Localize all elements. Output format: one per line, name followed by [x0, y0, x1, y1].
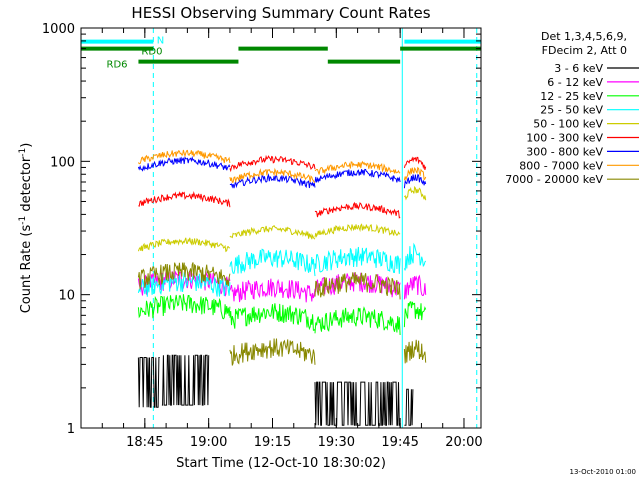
series-line — [403, 274, 427, 300]
series-line — [138, 191, 231, 208]
series-line — [403, 339, 427, 364]
series-line — [137, 294, 231, 320]
x-tick-label: 19:45 — [381, 435, 418, 450]
legend-label: 6 - 12 keV — [547, 76, 603, 89]
series-line — [403, 166, 427, 182]
legend-header: Det 1,3,4,5,6,9, — [541, 30, 627, 43]
axes: 1 10 100 1000 18:45 19:00 19:15 19:30 19:45 20:00 — [42, 22, 483, 450]
legend-label: 12 - 25 keV — [540, 90, 603, 103]
series-line — [314, 201, 401, 219]
series-line — [137, 149, 231, 165]
y-tick-label: 100 — [50, 155, 75, 170]
series-line — [161, 354, 210, 406]
series-line — [403, 174, 427, 189]
series-4 — [137, 185, 427, 253]
series-line — [229, 154, 316, 173]
legend-label: 300 - 800 keV — [526, 145, 603, 158]
series-line — [314, 272, 401, 300]
state-label: N — [157, 35, 164, 46]
series-line — [137, 155, 231, 172]
x-tick-label: 20:00 — [445, 435, 482, 450]
legend-label: 800 - 7000 keV — [519, 159, 603, 172]
y-tick-label: 10 — [58, 289, 75, 304]
series-line — [229, 167, 316, 184]
series-line — [314, 223, 401, 238]
x-tick-label: 18:45 — [126, 435, 163, 450]
series-line — [137, 271, 231, 297]
legend-label: 3 - 6 keV — [554, 62, 603, 75]
series-5 — [138, 154, 427, 219]
series-line — [403, 242, 427, 271]
legend: Det 1,3,4,5,6,9,FDecim 2, Att 0 3 - 6 keV… — [505, 30, 639, 186]
legend-header: FDecim 2, Att 0 — [542, 44, 627, 57]
legend-label: 50 - 100 keV — [533, 118, 603, 131]
series-line — [314, 160, 401, 175]
series-line — [229, 248, 316, 277]
series-3 — [137, 242, 427, 297]
legend-label: 25 - 50 keV — [540, 104, 603, 117]
series-line — [137, 262, 231, 290]
series-line — [404, 388, 414, 426]
series-line — [314, 381, 401, 426]
series-line — [403, 301, 427, 328]
series-line — [314, 246, 401, 274]
series-line — [403, 156, 427, 171]
series-7 — [137, 149, 427, 184]
chart-title: HESSI Observing Summary Count Rates — [131, 4, 430, 22]
state-label: RD6 — [107, 60, 128, 71]
plot-frame — [80, 27, 482, 429]
series-2 — [137, 294, 427, 336]
series-0 — [137, 354, 414, 426]
series-line — [314, 168, 401, 183]
series-line — [229, 173, 316, 189]
series-line — [229, 338, 316, 366]
series-line — [229, 278, 316, 303]
y-tick-label: 1 — [67, 422, 75, 437]
series-line — [137, 237, 230, 253]
series-6 — [137, 155, 427, 189]
x-tick-label: 19:30 — [318, 435, 355, 450]
y-axis-label: Count Rate (s-1 detector-1) — [18, 143, 34, 314]
series-line — [314, 306, 401, 336]
series-8 — [137, 262, 427, 366]
x-axis-label: Start Time (12-Oct-10 18:30:02) — [176, 456, 386, 471]
state-label: RD0 — [141, 46, 162, 57]
y-tick-label: 1000 — [42, 22, 75, 37]
footer-timestamp: 13-Oct-2010 01:00 — [570, 468, 636, 476]
x-tick-label: 19:00 — [190, 435, 227, 450]
legend-label: 100 - 300 keV — [526, 132, 603, 145]
series-line — [404, 185, 427, 201]
series-line — [229, 224, 316, 240]
x-tick-label: 19:15 — [254, 435, 291, 450]
series-line — [229, 303, 316, 331]
series-line — [137, 357, 160, 408]
legend-label: 7000 - 20000 keV — [505, 173, 603, 186]
